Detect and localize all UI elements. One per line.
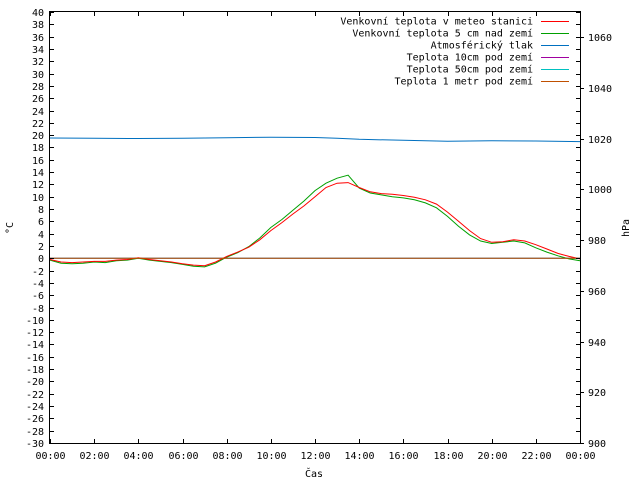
y-tick-label: 12 <box>32 180 44 191</box>
x-tick-label: 06:00 <box>168 451 198 462</box>
y-tick-label: 18 <box>32 143 44 154</box>
y-tick-label: -26 <box>26 414 44 425</box>
legend-label-0: Venkovní teplota v meteo stanici <box>340 16 533 28</box>
y-tick-label: -20 <box>26 377 44 388</box>
y-tick-label: 26 <box>32 94 44 105</box>
y2-tick-label: 920 <box>588 388 606 399</box>
series-line-2 <box>49 136 581 143</box>
y-tick-label: -12 <box>26 328 44 339</box>
y-tick-label: -2 <box>32 267 44 278</box>
y-tick-label: 40 <box>32 8 44 19</box>
x-tick-label: 02:00 <box>79 451 109 462</box>
y-tick-label: -24 <box>26 402 44 413</box>
y-tick-label: 28 <box>32 82 44 93</box>
y-tick-label: -14 <box>26 340 44 351</box>
y-tick-label: -4 <box>32 279 44 290</box>
series-layer <box>49 136 581 268</box>
series-line-1 <box>49 174 581 268</box>
y-tick-label: 30 <box>32 70 44 81</box>
legend-label-1: Venkovní teplota 5 cm nad zemí <box>352 28 533 40</box>
x-tick-label: 10:00 <box>256 451 286 462</box>
x-tick-label: 22:00 <box>521 451 551 462</box>
y2-tick-label: 980 <box>588 236 606 247</box>
legend-label-4: Teplota 50cm pod zemí <box>407 64 533 76</box>
y-tick-label: -28 <box>26 427 44 438</box>
x-axis-label: Čas <box>305 467 323 480</box>
y-tick-label: -8 <box>32 304 44 315</box>
x-tick-label: 12:00 <box>300 451 330 462</box>
x-tick-label: 04:00 <box>123 451 153 462</box>
x-tick-label: 00:00 <box>35 451 65 462</box>
y-tick-label: 22 <box>32 119 44 130</box>
legend: Venkovní teplota v meteo staniciVenkovní… <box>340 16 569 88</box>
x-tick-label: 16:00 <box>388 451 418 462</box>
x-tick-label: 18:00 <box>433 451 463 462</box>
y-tick-label: 2 <box>38 242 44 253</box>
plot-frame <box>49 11 581 444</box>
y2-tick-label: 1040 <box>588 84 612 95</box>
legend-label-3: Teplota 10cm pod zemí <box>407 52 533 64</box>
y-tick-label: 6 <box>38 217 44 228</box>
y-axis-label: °C <box>5 222 16 234</box>
y-tick-label: -18 <box>26 365 44 376</box>
y-tick-label: 14 <box>32 168 44 179</box>
y-tick-label: -10 <box>26 316 44 327</box>
x-tick-label: 08:00 <box>212 451 242 462</box>
legend-label-2: Atmosférický tlak <box>431 40 533 52</box>
y-tick-label: 38 <box>32 20 44 31</box>
y-tick-label: -6 <box>32 291 44 302</box>
y-tick-label: -30 <box>26 439 44 450</box>
y-tick-label: -22 <box>26 390 44 401</box>
y2-tick-label: 1060 <box>588 33 612 44</box>
y-tick-label: 36 <box>32 33 44 44</box>
y2-tick-label: 960 <box>588 287 606 298</box>
y2-tick-label: 940 <box>588 338 606 349</box>
x-axis: 00:00 02:00 04:00 06:00 08:00 10:00 12:00 14:00… <box>35 12 596 462</box>
series-line-0 <box>49 182 581 267</box>
y-tick-label: 20 <box>32 131 44 142</box>
y2-axis-label: hPa <box>621 219 632 237</box>
y-tick-label: 10 <box>32 193 44 204</box>
left-axis: -30-28-26-24-22-20-18-16-14-12-10-8-6-4-… <box>26 8 580 450</box>
x-tick-label: 14:00 <box>344 451 374 462</box>
legend-label-5: Teplota 1 metr pod zemí <box>395 76 533 88</box>
y-tick-label: 16 <box>32 156 44 167</box>
x-tick-label: 20:00 <box>477 451 507 462</box>
y2-tick-label: 1000 <box>588 185 612 196</box>
y-tick-label: 32 <box>32 57 44 68</box>
y2-tick-label: 900 <box>588 439 606 450</box>
y-tick-label: 34 <box>32 45 44 56</box>
y-tick-label: -16 <box>26 353 44 364</box>
y-tick-label: 24 <box>32 107 44 118</box>
y2-tick-label: 1020 <box>588 135 612 146</box>
y-tick-label: 8 <box>38 205 44 216</box>
x-tick-label: 00:00 <box>565 451 595 462</box>
y-tick-label: 0 <box>38 254 44 265</box>
right-axis: 900 920 940 960 980 1000 1020 1040 1060 <box>580 33 612 450</box>
y-tick-label: 4 <box>38 230 44 241</box>
